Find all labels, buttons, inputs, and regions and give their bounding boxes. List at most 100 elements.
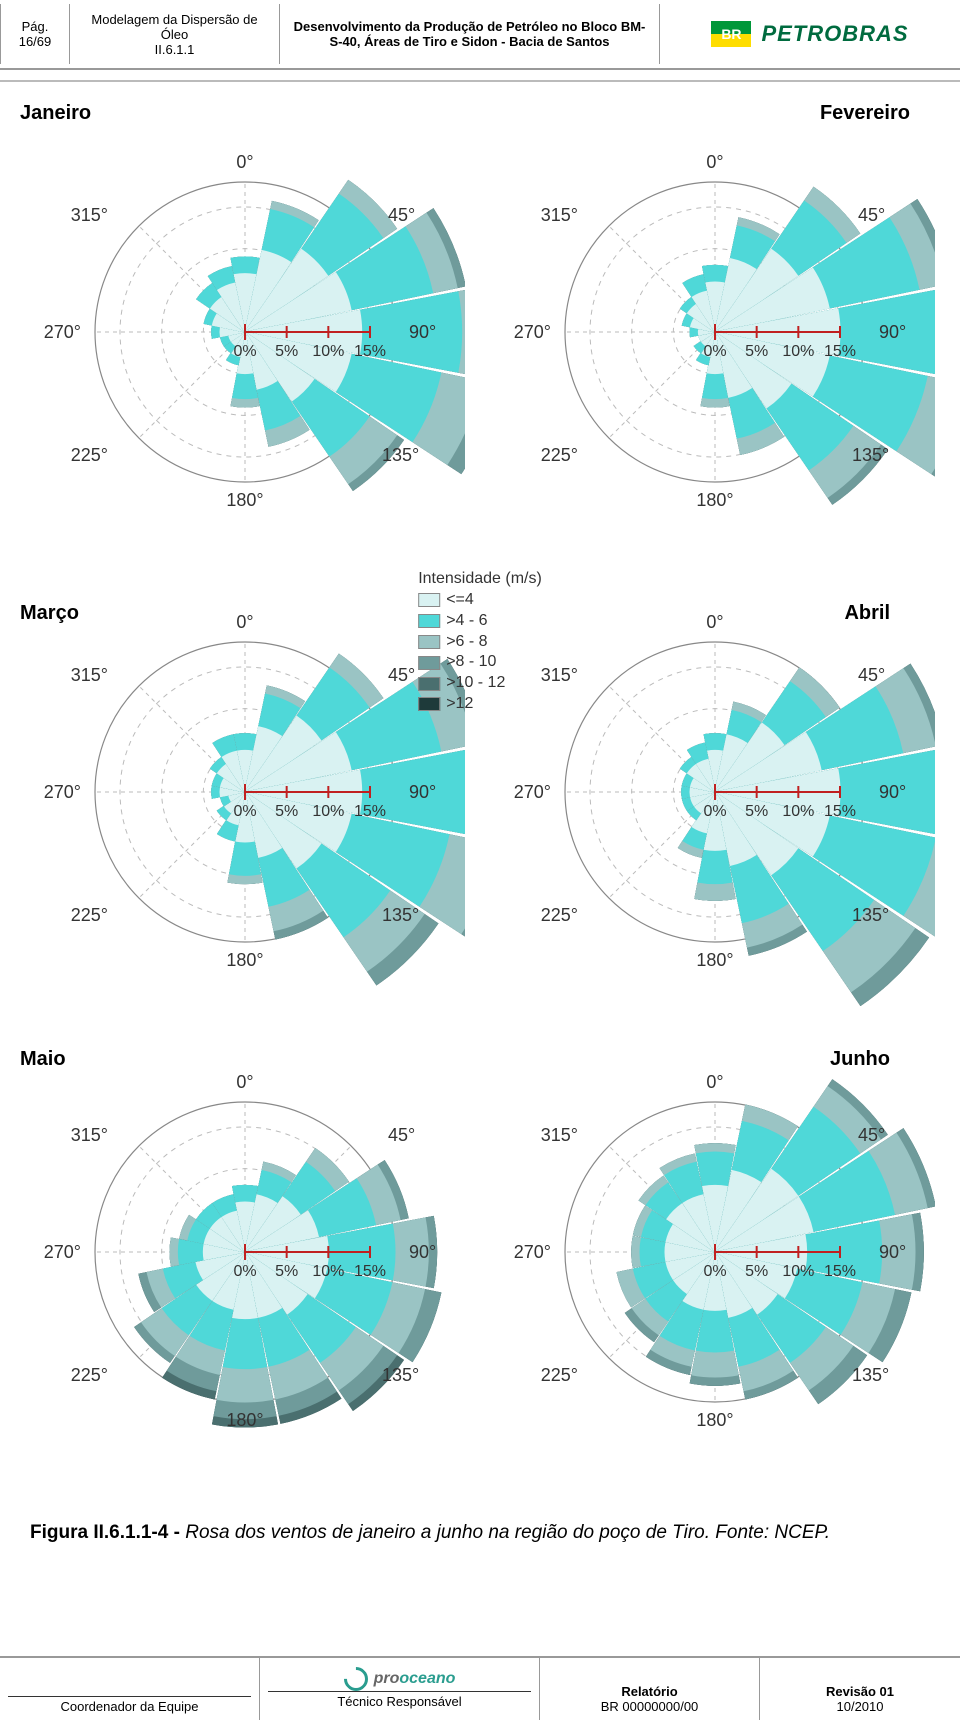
svg-text:225°: 225°	[71, 905, 108, 925]
header-section-cell: Modelagem da Dispersão de Óleo II.6.1.1	[70, 4, 280, 64]
legend-swatch	[418, 677, 440, 691]
chart-cell-janeiro: Janeiro0%5%10%15%0°45°90°135°180°225°270…	[10, 112, 480, 572]
header-title-cell: Desenvolvimento da Produção de Petróleo …	[280, 4, 660, 64]
chart-cell-junho: Junho0%5%10%15%0°45°90°135°180°225°270°3…	[480, 1032, 950, 1492]
svg-text:0°: 0°	[706, 1072, 723, 1092]
svg-text:5%: 5%	[275, 1263, 298, 1280]
svg-text:45°: 45°	[858, 205, 885, 225]
legend-row: >6 - 8	[418, 632, 542, 653]
svg-text:90°: 90°	[879, 1242, 906, 1262]
svg-text:10%: 10%	[312, 343, 344, 360]
svg-text:90°: 90°	[409, 1242, 436, 1262]
rose-grid: Janeiro0%5%10%15%0°45°90°135°180°225°270…	[10, 112, 950, 1492]
svg-text:270°: 270°	[44, 322, 81, 342]
footer-prooceano-cell: prooceano Técnico Responsável	[260, 1658, 540, 1720]
footer-report-cell: Relatório BR 00000000/00	[540, 1658, 760, 1720]
svg-text:45°: 45°	[388, 205, 415, 225]
br-text: BR	[721, 26, 741, 42]
svg-text:0%: 0%	[233, 803, 256, 820]
oceano-text: oceano	[399, 1670, 455, 1687]
month-label: Maio	[20, 1048, 66, 1071]
svg-text:0%: 0%	[703, 1263, 726, 1280]
svg-text:315°: 315°	[541, 665, 578, 685]
page-number: 16/69	[19, 34, 52, 49]
svg-text:225°: 225°	[541, 905, 578, 925]
svg-text:0%: 0%	[703, 343, 726, 360]
br-logo-icon: BR	[711, 21, 751, 47]
svg-text:225°: 225°	[71, 1365, 108, 1385]
svg-text:180°: 180°	[696, 950, 733, 970]
svg-text:5%: 5%	[745, 343, 768, 360]
legend-label: >10 - 12	[446, 673, 505, 694]
prooceano-text: prooceano	[374, 1670, 456, 1688]
legend-label: >12	[446, 694, 473, 715]
svg-text:45°: 45°	[858, 665, 885, 685]
svg-text:135°: 135°	[852, 905, 889, 925]
chart-cell-abril: Abril0%5%10%15%0°45°90°135°180°225°270°3…	[480, 572, 950, 1032]
wind-rose-abril: 0%5%10%15%0°45°90°135°180°225°270°315°	[495, 572, 935, 1032]
svg-text:135°: 135°	[382, 1365, 419, 1385]
wind-rose-maio: 0%5%10%15%0°45°90°135°180°225°270°315°	[25, 1032, 465, 1492]
doc-title: Desenvolvimento da Produção de Petróleo …	[288, 19, 651, 49]
month-label: Março	[20, 602, 79, 625]
figure-caption: Figura II.6.1.1-4 - Rosa dos ventos de j…	[0, 1502, 960, 1564]
svg-text:315°: 315°	[71, 665, 108, 685]
section-code: II.6.1.1	[155, 42, 195, 57]
month-label: Junho	[830, 1048, 890, 1071]
svg-text:5%: 5%	[275, 803, 298, 820]
page-label: Pág.	[22, 19, 49, 34]
footer-rev1: Revisão 01	[826, 1684, 894, 1699]
legend-swatch	[418, 614, 440, 628]
svg-text:90°: 90°	[409, 782, 436, 802]
header-logo-cell: BR PETROBRAS	[660, 4, 960, 64]
footer-coord: Coordenador da Equipe	[60, 1699, 198, 1714]
chart-cell-março: Março0%5%10%15%0°45°90°135°180°225°270°3…	[10, 572, 480, 1032]
footer-tecn: Técnico Responsável	[337, 1694, 461, 1709]
legend-title: Intensidade (m/s)	[418, 570, 542, 588]
wind-rose-junho: 0%5%10%15%0°45°90°135°180°225°270°315°	[495, 1032, 935, 1492]
svg-text:90°: 90°	[879, 782, 906, 802]
svg-text:315°: 315°	[71, 1125, 108, 1145]
legend-swatch	[418, 593, 440, 607]
svg-text:0°: 0°	[236, 152, 253, 172]
svg-text:225°: 225°	[541, 1365, 578, 1385]
svg-text:0%: 0%	[233, 343, 256, 360]
svg-text:0°: 0°	[706, 612, 723, 632]
svg-text:15%: 15%	[824, 1263, 856, 1280]
legend-row: >10 - 12	[418, 673, 542, 694]
legend-swatch	[418, 656, 440, 670]
wind-rose-março: 0%5%10%15%0°45°90°135°180°225°270°315°	[25, 572, 465, 1032]
legend-label: <=4	[446, 590, 474, 611]
svg-text:15%: 15%	[354, 803, 386, 820]
svg-text:10%: 10%	[782, 803, 814, 820]
page-header: Pág. 16/69 Modelagem da Dispersão de Óle…	[0, 0, 960, 70]
chart-cell-maio: Maio0%5%10%15%0°45°90°135°180°225°270°31…	[10, 1032, 480, 1492]
prooceano-logo: prooceano	[344, 1667, 456, 1691]
svg-text:45°: 45°	[388, 1125, 415, 1145]
svg-text:15%: 15%	[824, 343, 856, 360]
section-title: Modelagem da Dispersão de Óleo	[78, 12, 271, 42]
svg-text:270°: 270°	[514, 322, 551, 342]
legend-row: >4 - 6	[418, 611, 542, 632]
svg-text:180°: 180°	[696, 1410, 733, 1430]
svg-text:45°: 45°	[388, 665, 415, 685]
svg-text:45°: 45°	[858, 1125, 885, 1145]
svg-text:270°: 270°	[44, 1242, 81, 1262]
intensity-legend: Intensidade (m/s) <=4>4 - 6>6 - 8>8 - 10…	[418, 570, 542, 715]
svg-text:180°: 180°	[226, 950, 263, 970]
svg-text:15%: 15%	[824, 803, 856, 820]
charts-area: Janeiro0%5%10%15%0°45°90°135°180°225°270…	[0, 82, 960, 1502]
svg-text:135°: 135°	[382, 445, 419, 465]
svg-text:270°: 270°	[514, 1242, 551, 1262]
pro-text: pro	[374, 1670, 400, 1687]
svg-text:5%: 5%	[275, 343, 298, 360]
svg-text:135°: 135°	[382, 905, 419, 925]
svg-text:180°: 180°	[696, 490, 733, 510]
chart-cell-fevereiro: Fevereiro0%5%10%15%0°45°90°135°180°225°2…	[480, 112, 950, 572]
legend-row: <=4	[418, 590, 542, 611]
svg-text:0%: 0%	[233, 1263, 256, 1280]
page-footer: Coordenador da Equipe prooceano Técnico …	[0, 1656, 960, 1720]
legend-label: >6 - 8	[446, 632, 487, 653]
figure-number: Figura II.6.1.1-4 -	[30, 1522, 185, 1543]
svg-text:0°: 0°	[706, 152, 723, 172]
